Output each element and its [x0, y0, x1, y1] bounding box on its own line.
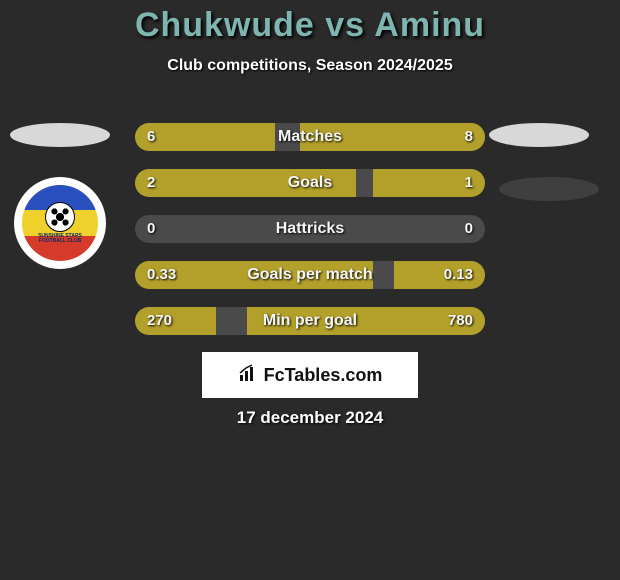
- stat-row: Hattricks00: [135, 215, 485, 243]
- stat-bar-left: [135, 307, 216, 335]
- stat-bar-right: [394, 261, 485, 289]
- stat-row: Goals per match0.330.13: [135, 261, 485, 289]
- player-badge-right-top: [489, 123, 589, 147]
- club-name: SUNSHINE STARS FOOTBALL CLUB: [38, 234, 82, 244]
- page-subtitle: Club competitions, Season 2024/2025: [0, 57, 620, 75]
- brand-text: FcTables.com: [264, 365, 383, 386]
- stat-row: Goals21: [135, 169, 485, 197]
- brand-box: FcTables.com: [202, 352, 418, 398]
- chart-icon: [238, 363, 258, 388]
- stat-bar-right: [247, 307, 485, 335]
- stat-bar-right: [300, 123, 486, 151]
- stat-bar-left: [135, 123, 275, 151]
- stat-bar-left: [135, 169, 356, 197]
- football-icon: [45, 202, 75, 232]
- stat-row: Min per goal270780: [135, 307, 485, 335]
- page-title: Chukwude vs Aminu: [0, 0, 620, 45]
- stat-bar-left: [135, 261, 373, 289]
- stat-row: Matches68: [135, 123, 485, 151]
- club-badge: SUNSHINE STARS FOOTBALL CLUB: [14, 177, 106, 269]
- player-badge-right-mid: [499, 177, 599, 201]
- stat-bar-right: [373, 169, 485, 197]
- comparison-chart: Matches68 Goals21 Hattricks00 Goals per mat…: [135, 123, 485, 353]
- player-badge-left: [10, 123, 110, 147]
- footer-date: 17 december 2024: [0, 408, 620, 428]
